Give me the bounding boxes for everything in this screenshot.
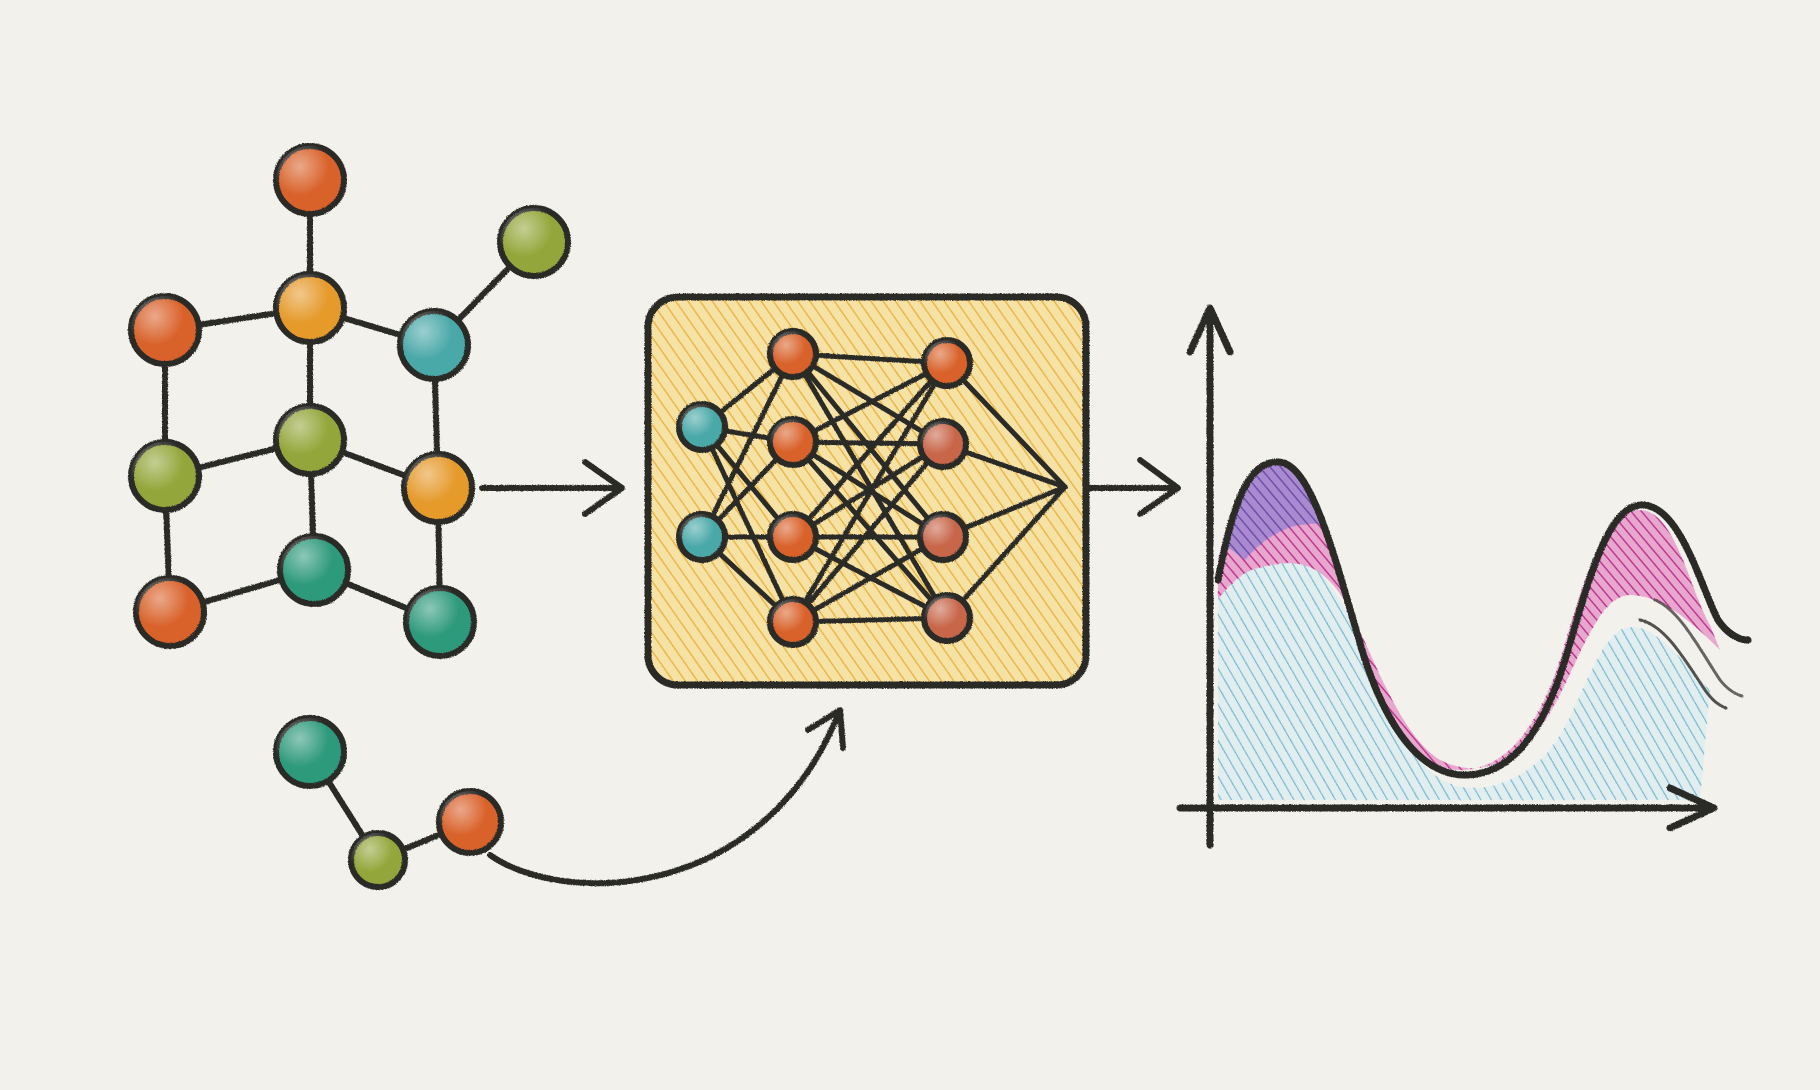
curve-base-band bbox=[1218, 555, 1710, 800]
atom-node bbox=[133, 575, 207, 649]
curve-top-line bbox=[1214, 458, 1752, 779]
curve-trail-line bbox=[1653, 598, 1744, 698]
network-edge bbox=[944, 484, 1068, 621]
y-axis-arrowhead bbox=[1186, 304, 1234, 356]
network-edge bbox=[790, 351, 950, 621]
x-axis-arrowhead bbox=[1666, 784, 1718, 832]
molecule-graph-icon bbox=[128, 143, 571, 659]
atom-node bbox=[273, 403, 347, 477]
network-hidden-node bbox=[917, 418, 969, 470]
network-edge bbox=[790, 441, 946, 540]
network-edge bbox=[944, 360, 1068, 490]
atom-node bbox=[128, 439, 202, 513]
neural-network-panel bbox=[644, 293, 1090, 689]
network-hidden-node bbox=[767, 596, 819, 648]
network-hidden-node bbox=[767, 416, 819, 468]
small-molecule-icon bbox=[273, 715, 504, 890]
curved-arrow-icon bbox=[487, 707, 846, 887]
network-edge bbox=[790, 360, 950, 540]
network-edge bbox=[790, 351, 946, 447]
atom-node bbox=[401, 451, 475, 525]
network-edge bbox=[790, 360, 950, 625]
arrow-right-icon bbox=[479, 459, 625, 517]
network-edge bbox=[699, 424, 796, 625]
network-hidden-node bbox=[921, 592, 973, 644]
network-hidden-node bbox=[767, 328, 819, 380]
atom-node bbox=[273, 715, 347, 789]
network-edge bbox=[790, 534, 946, 625]
atom-node bbox=[436, 788, 504, 856]
network-edge bbox=[699, 351, 796, 540]
atom-node bbox=[128, 293, 202, 367]
atom-node bbox=[403, 585, 477, 659]
atom-node bbox=[497, 205, 571, 279]
network-hidden-node bbox=[921, 337, 973, 389]
curve-trail-line bbox=[1638, 618, 1728, 710]
network-hidden-node bbox=[917, 511, 969, 563]
network-edge bbox=[790, 360, 950, 445]
network-input-node bbox=[676, 401, 728, 453]
atom-node bbox=[397, 308, 471, 382]
network-input-node bbox=[676, 511, 728, 563]
atom-node bbox=[273, 271, 347, 345]
curve-purple-peak bbox=[1225, 462, 1325, 560]
network-hidden-node bbox=[767, 511, 819, 563]
neural-network-icon bbox=[676, 328, 1068, 648]
atom-node bbox=[348, 830, 408, 890]
atom-node bbox=[277, 533, 351, 607]
network-edge bbox=[790, 441, 946, 625]
plot-axes-icon bbox=[1176, 304, 1718, 849]
output-curve-plot bbox=[1176, 304, 1752, 849]
atom-node bbox=[273, 143, 347, 217]
